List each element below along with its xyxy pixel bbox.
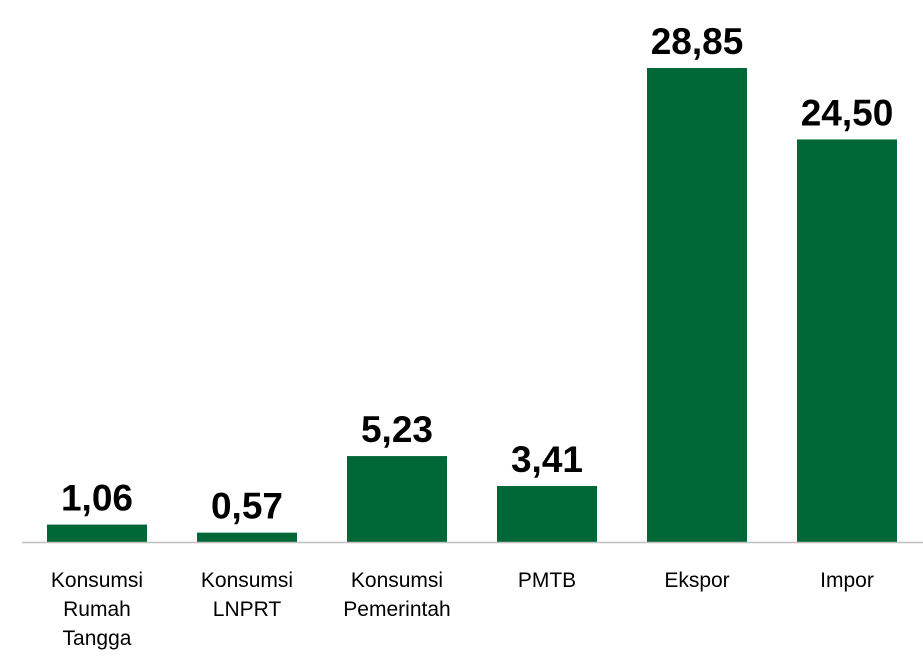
value-label: 5,23 [361, 409, 433, 450]
bar [197, 532, 297, 542]
x-tick-label: Ekspor [664, 569, 730, 592]
value-label: 3,41 [511, 439, 583, 480]
x-tick-label: Konsumsi Rumah Tangga [50, 569, 144, 650]
value-label: 0,57 [211, 486, 283, 527]
x-tick-label: Konsumsi Pemerintah [343, 569, 451, 621]
bar [797, 139, 897, 542]
value-label: 28,85 [651, 21, 744, 62]
x-tick-label: Konsumsi LNPRT [200, 569, 294, 621]
value-label: 1,06 [61, 478, 133, 519]
bar [347, 456, 447, 542]
bar [497, 485, 597, 542]
bar [47, 524, 147, 542]
x-tick-label: PMTB [517, 569, 577, 592]
bar [647, 68, 747, 542]
value-label: 24,50 [801, 92, 894, 133]
x-tick-label: Impor [820, 569, 874, 592]
